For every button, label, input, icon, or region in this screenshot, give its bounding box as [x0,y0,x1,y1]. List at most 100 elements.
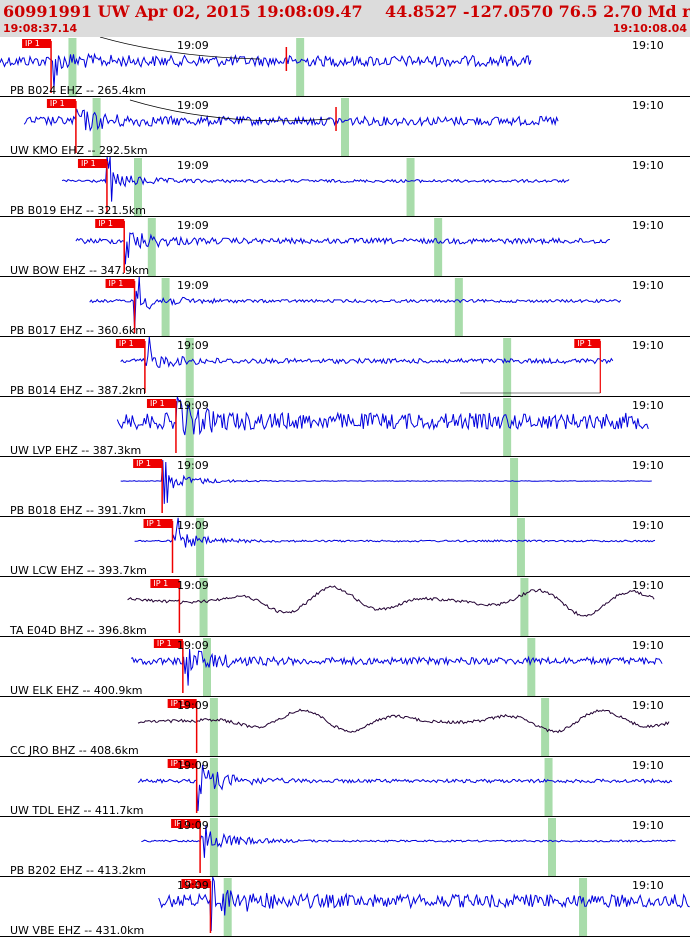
trace-waveform-10 [130,648,663,686]
time-mark-1909-7: 19:09 [177,459,209,472]
time-mark-1909-6: 19:09 [177,399,209,412]
trace-waveform-1 [23,108,559,132]
time-mark-1910-5: 19:10 [632,339,664,352]
green-marker-0-1 [296,38,305,96]
p-pick-label-6: IP 1 [150,399,165,408]
trace-waveform-7 [120,459,652,504]
p-pick-flag-10 [153,639,183,648]
time-mark-1910-2: 19:10 [632,159,664,172]
time-mark-1909-2: 19:09 [177,159,209,172]
event-title: 60991991 UW Apr 02, 2015 19:08:09.47 44.… [3,2,690,21]
travel-time-curve-a [99,37,261,60]
station-label-3: UW BOW EHZ -- 347.9km [10,264,149,277]
green-marker-14-1 [579,878,588,936]
station-label-10: UW ELK EHZ -- 400.9km [10,684,142,697]
green-marker-11-1 [541,698,550,756]
p-pick-label-9: IP 1 [153,579,168,588]
trace-waveform-5 [120,336,614,368]
time-mark-1909-4: 19:09 [177,279,209,292]
time-mark-1909-10: 19:09 [177,639,209,652]
trace-waveform-3 [75,232,610,265]
green-marker-7-1 [510,458,519,516]
p-pick-flag-14 [181,879,211,888]
p-pick-label-5: IP 1 [119,339,134,348]
time-mark-1910-12: 19:10 [632,759,664,772]
green-marker-14-0 [223,878,232,936]
green-marker-13-1 [548,818,556,876]
station-label-0: PB B024 EHZ -- 265.4km [10,84,146,97]
green-marker-10-1 [527,638,536,696]
green-marker-13-0 [209,818,218,876]
trace-waveform-2 [61,156,570,202]
station-label-11: CC JRO BHZ -- 408.6km [10,744,139,757]
trace-waveform-14 [158,876,690,932]
station-label-8: UW LCW EHZ -- 393.7km [10,564,147,577]
p-pick-flag-11 [167,699,197,708]
p-pick-label-3: IP 1 [98,219,113,228]
time-mark-1909-14: 19:09 [177,879,209,892]
p-pick-flag-4 [105,279,135,288]
green-marker-12-1 [544,758,553,816]
green-marker-8-0 [196,518,205,576]
trace-waveform-8 [134,517,656,548]
p-pick-label-7: IP 1 [136,459,151,468]
trace-waveform-4 [89,276,622,331]
station-label-12: UW TDL EHZ -- 411.7km [10,804,144,817]
station-label-7: PB B018 EHZ -- 391.7km [10,504,146,517]
trace-waveform-11 [137,708,670,734]
p-pick-flag-5 [115,339,145,348]
time-mark-1909-9: 19:09 [177,579,209,592]
green-marker-11-0 [209,698,218,756]
green-marker-8-1 [516,518,525,576]
p-pick-label-0: IP 1 [25,39,40,48]
time-mark-1910-3: 19:10 [632,219,664,232]
start-time: 19:08:37.14 [3,22,78,35]
green-marker-3-1 [434,218,443,276]
time-mark-1910-9: 19:10 [632,579,664,592]
time-mark-1910-10: 19:10 [632,639,664,652]
station-label-4: PB B017 EHZ -- 360.6km [10,324,146,337]
time-mark-1910-7: 19:10 [632,459,664,472]
p-pick-label-4: IP 1 [109,279,124,288]
green-marker-1-1 [341,98,349,156]
trace-waveform-12 [137,764,673,812]
green-marker-4-0 [161,278,170,336]
p-pick-label-2: IP 1 [81,159,96,168]
p-pick-flag-7 [133,459,163,468]
time-mark-1910-13: 19:10 [632,819,664,832]
green-marker-6-1 [503,398,512,456]
green-marker-9-0 [199,578,208,636]
p-pick-label-11: IP 1 [171,699,186,708]
time-mark-1909-12: 19:09 [177,759,209,772]
green-marker-10-0 [203,638,211,696]
p-pick-flag-3 [95,219,125,228]
green-marker-1-0 [92,98,101,156]
time-mark-1910-1: 19:10 [632,99,664,112]
green-marker-5-1 [503,338,512,396]
time-mark-1910-8: 19:10 [632,519,664,532]
end-time: 19:10:08.04 [612,22,687,35]
travel-time-curve-b [129,99,331,122]
station-label-9: TA E04D BHZ -- 396.8km [9,624,147,637]
green-marker-7-0 [185,458,194,516]
station-label-13: PB B202 EHZ -- 413.2km [10,864,146,877]
green-marker-5-0 [185,338,194,396]
time-mark-1909-0: 19:09 [177,39,209,52]
trace-waveform-6 [116,396,649,436]
green-marker-0-0 [68,38,77,96]
green-marker-3-0 [147,218,156,276]
green-marker-6-0 [185,398,194,456]
p-pick-flag-12 [167,759,197,768]
time-mark-1910-6: 19:10 [632,399,664,412]
p-pick-label-8: IP 1 [147,519,162,528]
p-pick-label-13: IP 1 [174,819,189,828]
p-pick-flag-8 [143,519,173,528]
time-mark-1909-8: 19:09 [177,519,209,532]
time-mark-1909-11: 19:09 [177,699,209,712]
p-pick-flag-6 [146,399,176,408]
p-pick-label-12: IP 1 [171,759,186,768]
green-marker-2-1 [406,158,415,216]
station-label-5: PB B014 EHZ -- 387.2km [10,384,146,397]
p-pick-label-14: IP 1 [184,879,199,888]
